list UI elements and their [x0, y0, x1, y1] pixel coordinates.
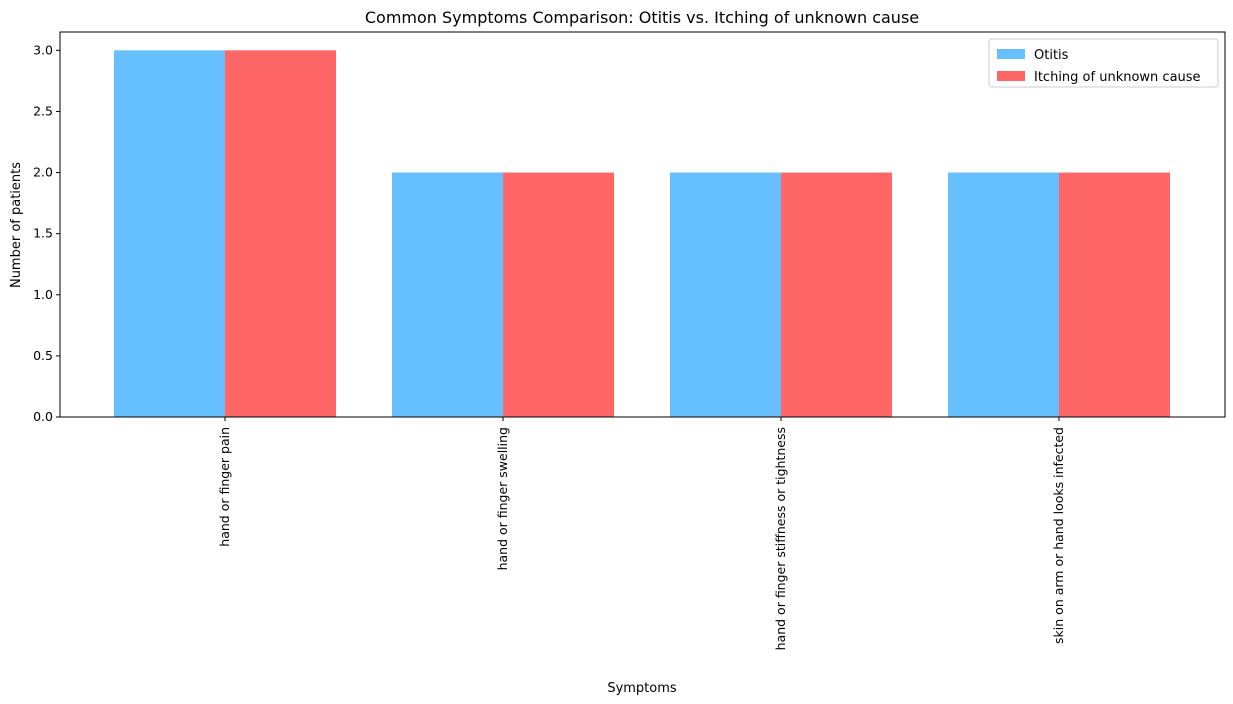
bar-otitis-1 [392, 172, 503, 417]
bar-otitis-3 [948, 172, 1059, 417]
y-tick-label: 3.0 [33, 42, 53, 57]
y-tick-label: 0.5 [33, 348, 53, 363]
legend: Otitis Itching of unknown cause [988, 38, 1219, 88]
x-tick-label: hand or finger stiffness or tightness [773, 427, 788, 650]
x-tick-label: hand or finger swelling [495, 427, 510, 570]
y-tick-label: 1.0 [33, 287, 53, 302]
y-tick-label: 0.0 [33, 409, 53, 424]
legend-swatch [997, 71, 1025, 81]
x-axis-label: Symptoms [607, 681, 677, 696]
y-tick-label: 2.5 [33, 103, 53, 118]
x-tick-label: skin on arm or hand looks infected [1051, 427, 1066, 644]
bar-itching-2 [781, 172, 892, 417]
legend-label: Otitis [1034, 48, 1069, 63]
bar-itching-0 [225, 50, 336, 417]
bar-itching-3 [1059, 172, 1170, 417]
x-tick-label: hand or finger pain [217, 427, 232, 547]
bar-itching-1 [503, 172, 614, 417]
legend-label: Itching of unknown cause [1034, 70, 1201, 85]
legend-swatch [997, 49, 1025, 59]
legend-box [988, 38, 1219, 88]
chart-title: Common Symptoms Comparison: Otitis vs. I… [365, 8, 919, 27]
plot-frame [59, 31, 1226, 418]
plot-area: 0.0 0.5 1.0 1.5 2.0 2.5 3.0 hand or finger pain… [33, 42, 1170, 650]
bar-otitis-0 [114, 50, 225, 417]
y-axis-label: Number of patients [9, 162, 24, 288]
y-tick-label: 1.5 [33, 226, 53, 241]
bar-otitis-2 [670, 172, 781, 417]
y-tick-label: 2.0 [33, 165, 53, 180]
